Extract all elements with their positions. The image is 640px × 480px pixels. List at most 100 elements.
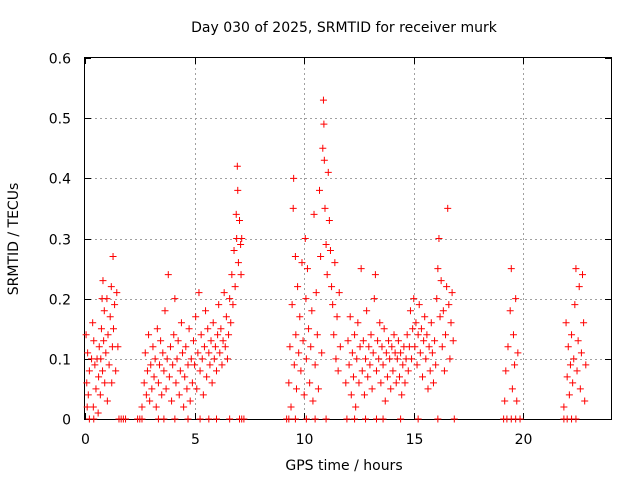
data-point: [343, 415, 351, 423]
data-point: [514, 349, 522, 357]
data-point: [351, 331, 359, 339]
data-point: [302, 295, 310, 303]
data-point: [443, 283, 451, 291]
data-point: [345, 361, 353, 369]
y-tick-label: 0.6: [49, 52, 71, 68]
data-point: [231, 283, 239, 291]
data-point: [291, 415, 299, 423]
data-point: [143, 367, 151, 375]
data-point: [446, 355, 454, 363]
y-tick-label: 0.5: [49, 112, 71, 128]
data-point: [411, 343, 419, 351]
axis-ticks: [85, 58, 611, 420]
data-point: [83, 379, 91, 387]
data-point: [228, 271, 236, 279]
data-point: [356, 343, 364, 351]
data-point: [374, 337, 382, 345]
data-point: [416, 349, 424, 357]
data-point: [442, 331, 450, 339]
data-point: [303, 265, 311, 273]
data-point: [238, 235, 246, 242]
data-point: [307, 343, 315, 351]
data-point: [437, 277, 445, 285]
data-point: [408, 355, 416, 363]
data-point: [564, 343, 572, 351]
data-point: [230, 247, 238, 255]
data-point: [367, 331, 375, 339]
data-point: [171, 415, 179, 423]
data-point: [90, 337, 98, 345]
data-point: [420, 337, 428, 345]
data-point: [89, 403, 97, 411]
data-point: [225, 331, 233, 339]
data-point: [226, 295, 234, 303]
data-point: [308, 307, 316, 315]
data-point: [352, 403, 360, 411]
data-point: [508, 385, 516, 393]
data-point: [170, 331, 178, 339]
data-point: [163, 355, 171, 363]
data-point: [208, 379, 216, 387]
data-point: [99, 277, 107, 285]
data-point: [393, 355, 401, 363]
data-point: [113, 289, 121, 297]
data-point: [157, 337, 165, 345]
data-point: [387, 385, 395, 393]
data-point: [107, 283, 115, 291]
data-point: [415, 301, 423, 309]
data-point: [182, 343, 190, 351]
data-point: [103, 397, 111, 405]
data-point: [94, 409, 102, 417]
data-point: [516, 415, 524, 423]
data-point: [349, 373, 357, 381]
data-point: [371, 271, 379, 279]
data-point: [186, 397, 194, 405]
data-point: [319, 144, 327, 152]
data-point: [362, 355, 370, 363]
data-point: [298, 259, 306, 267]
data-point: [105, 361, 113, 369]
data-point: [363, 307, 371, 315]
data-point: [97, 325, 105, 333]
data-point: [358, 367, 366, 375]
data-point: [392, 379, 400, 387]
data-point: [571, 301, 579, 309]
data-point: [229, 301, 237, 309]
data-point: [581, 397, 589, 405]
data-point: [292, 385, 300, 393]
tick-labels: 0 0.1 0.2 0.3 0.4 0.5 0.6 0 5 10 15 20: [49, 52, 533, 449]
data-point: [197, 331, 205, 339]
data-point: [328, 283, 336, 291]
data-point: [222, 313, 230, 321]
data-point: [378, 343, 386, 351]
data-point: [409, 325, 417, 333]
data-point: [305, 325, 313, 333]
data-point: [226, 415, 234, 423]
data-point: [431, 337, 439, 345]
data-point: [213, 415, 220, 423]
data-point: [142, 391, 150, 399]
data-point: [511, 361, 519, 369]
x-tick-label: 5: [191, 432, 200, 448]
data-point: [160, 415, 168, 423]
data-point: [377, 379, 385, 387]
data-point: [196, 367, 204, 375]
data-point: [215, 301, 223, 309]
data-point: [286, 343, 294, 351]
data-point: [176, 367, 184, 375]
data-point: [188, 379, 196, 387]
data-point: [199, 391, 207, 399]
data-point: [572, 415, 580, 423]
data-point: [447, 319, 455, 327]
data-point: [440, 367, 448, 375]
data-point: [104, 331, 112, 339]
data-point: [512, 295, 520, 303]
data-point: [138, 403, 146, 411]
data-point: [299, 337, 307, 345]
data-points: [82, 96, 590, 423]
data-point: [151, 355, 159, 363]
data-point: [95, 373, 103, 381]
data-point: [403, 331, 411, 339]
data-point: [147, 361, 155, 369]
data-point: [148, 385, 156, 393]
